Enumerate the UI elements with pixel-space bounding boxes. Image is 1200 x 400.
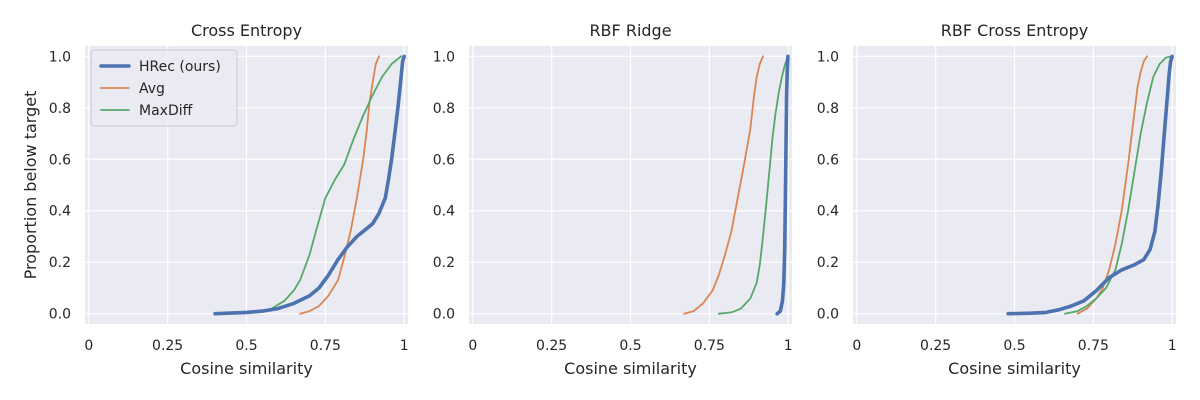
x-tick-label: 0 xyxy=(84,338,93,354)
y-tick-label: 0.8 xyxy=(433,101,455,117)
x-tick-label: 0.75 xyxy=(694,338,725,354)
y-tick-label: 0.8 xyxy=(49,101,71,117)
x-tick-label: 0.75 xyxy=(1078,338,1109,354)
y-tick-label: 1.0 xyxy=(817,49,839,65)
panel-title: Cross Entropy xyxy=(191,21,302,40)
x-tick-label: 0 xyxy=(852,338,861,354)
x-tick-label: 1 xyxy=(400,338,409,354)
y-tick-label: 0.2 xyxy=(433,255,455,271)
y-tick-label: 0.4 xyxy=(49,204,71,220)
legend: HRec (ours) Avg MaxDiff xyxy=(90,49,238,127)
x-tick-label: 0.25 xyxy=(152,338,183,354)
x-axis-label: Cosine similarity xyxy=(180,359,313,378)
y-tick-label: 0.0 xyxy=(49,307,71,323)
x-tick-label: 0.25 xyxy=(536,338,567,354)
y-tick-label: 0.8 xyxy=(817,101,839,117)
y-tick-label: 0.2 xyxy=(817,255,839,271)
x-tick-label: 1 xyxy=(784,338,793,354)
y-tick-label: 0.6 xyxy=(433,152,455,168)
legend-entry: MaxDiff xyxy=(139,103,193,119)
series-line-maxdiff xyxy=(717,55,790,315)
x-tick-label: 0.5 xyxy=(1003,338,1025,354)
x-tick-label: 0.5 xyxy=(619,338,641,354)
series-line-avg xyxy=(683,55,764,315)
legend-entry: HRec (ours) xyxy=(139,59,221,75)
y-tick-label: 0.0 xyxy=(817,307,839,323)
series-line-hrec-ours xyxy=(1006,54,1174,316)
x-tick-label: 0.25 xyxy=(920,338,951,354)
y-tick-label: 0.4 xyxy=(817,204,839,220)
y-tick-label: 0.6 xyxy=(49,152,71,168)
x-axis-label: Cosine similarity xyxy=(948,359,1081,378)
x-tick-label: 1 xyxy=(1168,338,1177,354)
y-tick-label: 0.4 xyxy=(433,204,455,220)
y-tick-label: 0.6 xyxy=(817,152,839,168)
series-line-maxdiff xyxy=(1064,55,1174,315)
panel-title: RBF Ridge xyxy=(589,21,671,40)
series-line-hrec-ours xyxy=(775,54,790,316)
panel-2: 0 0.25 0.5 0.75 1 0.0 0.2 0.4 0.6 0.8 1.0 RBF Ridge… xyxy=(433,21,793,378)
x-tick-label: 0 xyxy=(468,338,477,354)
y-tick-label: 1.0 xyxy=(433,49,455,65)
y-tick-label: 0.0 xyxy=(433,307,455,323)
x-tick-label: 0.75 xyxy=(310,338,341,354)
panel-title: RBF Cross Entropy xyxy=(941,21,1089,40)
x-tick-label: 0.5 xyxy=(235,338,257,354)
series-line-hrec-ours xyxy=(213,54,407,316)
legend-entry: Avg xyxy=(139,81,165,97)
legend-box xyxy=(90,49,238,127)
x-axis-label: Cosine similarity xyxy=(564,359,697,378)
y-tick-label: 1.0 xyxy=(49,49,71,65)
y-axis-label: Proportion below target xyxy=(21,91,40,280)
panel-3: 0 0.25 0.5 0.75 1 0.0 0.2 0.4 0.6 0.8 1.0 RBF Cross… xyxy=(817,21,1177,378)
y-tick-label: 0.2 xyxy=(49,255,71,271)
series-line-avg xyxy=(299,55,380,315)
